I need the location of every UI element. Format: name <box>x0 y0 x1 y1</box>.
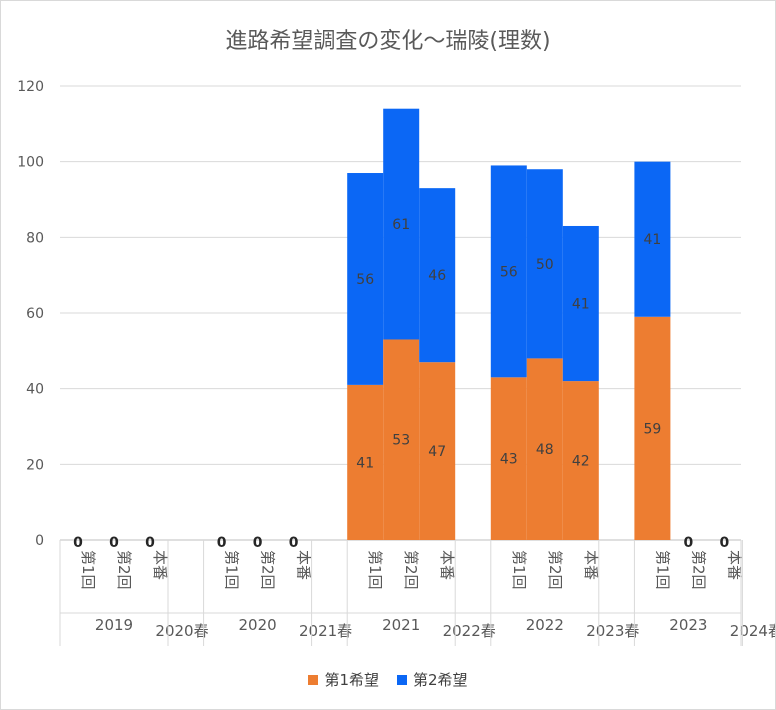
group-label-year: 2023 <box>669 616 707 634</box>
bar-series-1 <box>419 362 456 540</box>
group-label-year: 2022 <box>526 616 564 634</box>
zero-data-label: 0 <box>217 535 227 551</box>
zero-data-label: 0 <box>684 535 694 551</box>
data-label-series-1: 48 <box>536 442 554 458</box>
bar-series-2 <box>419 188 456 363</box>
bar-series-2 <box>347 173 384 385</box>
category-label: 第2回 <box>115 550 133 590</box>
data-label-series-2: 56 <box>500 264 518 280</box>
legend-label-series-1: 第1希望 <box>324 671 379 689</box>
y-tick-label: 0 <box>35 533 44 549</box>
bar-series-2 <box>634 161 671 317</box>
group-label-season: 2022春 <box>443 622 496 640</box>
category-label: 第1回 <box>79 550 97 590</box>
bar-series-1 <box>347 384 384 540</box>
zero-data-label: 0 <box>720 535 730 551</box>
bar-series-1 <box>526 358 563 540</box>
category-label: 第1回 <box>366 550 384 590</box>
bar-series-1 <box>383 339 420 540</box>
legend-item-series-1: 第1希望 <box>308 669 379 690</box>
data-label-series-1: 41 <box>356 455 374 471</box>
bar-series-2 <box>383 108 420 340</box>
y-tick-label: 40 <box>26 382 44 398</box>
group-label-season: 2023春 <box>586 622 639 640</box>
zero-data-label: 0 <box>73 535 83 551</box>
group-label-year: 2021 <box>382 616 420 634</box>
bar-series-2 <box>562 225 599 382</box>
y-tick-label: 80 <box>26 230 44 246</box>
legend-item-series-2: 第2希望 <box>397 669 468 690</box>
group-label-season: 2024春 <box>730 622 775 640</box>
zero-data-label: 0 <box>145 535 155 551</box>
legend-label-series-2: 第2希望 <box>413 671 468 689</box>
legend: 第1希望 第2希望 <box>1 669 775 690</box>
bar-series-1 <box>490 377 527 540</box>
y-tick-label: 120 <box>17 79 44 95</box>
y-tick-label: 100 <box>17 155 44 171</box>
legend-swatch-series-2 <box>397 674 407 685</box>
y-tick-label: 60 <box>26 306 44 322</box>
group-label-season: 2020春 <box>155 622 208 640</box>
legend-swatch-series-1 <box>308 674 319 685</box>
y-tick-label: 20 <box>26 457 44 473</box>
chart-title: 進路希望調査の変化～瑞陵(理数) <box>225 29 550 54</box>
bar-series-1 <box>562 381 599 540</box>
category-label: 第2回 <box>259 550 277 590</box>
data-label-series-1: 59 <box>643 421 661 437</box>
group-label-year: 2020 <box>239 616 277 634</box>
data-label-series-2: 50 <box>536 257 554 273</box>
data-label-series-2: 56 <box>356 272 374 288</box>
data-label-series-1: 43 <box>500 452 518 468</box>
group-label-year: 2019 <box>95 616 133 634</box>
data-label-series-1: 53 <box>392 433 410 449</box>
category-label: 本番 <box>295 550 313 580</box>
data-label-series-2: 61 <box>392 217 410 233</box>
bar-series-2 <box>490 165 527 378</box>
data-label-series-2: 46 <box>428 268 446 284</box>
category-label: 第1回 <box>510 550 528 590</box>
category-label: 第1回 <box>653 550 671 590</box>
zero-data-label: 0 <box>253 535 263 551</box>
category-label: 本番 <box>725 550 743 580</box>
zero-data-label: 0 <box>289 535 299 551</box>
category-label: 第2回 <box>689 550 707 590</box>
category-label: 本番 <box>582 550 600 580</box>
category-label: 本番 <box>438 550 456 580</box>
category-label: 第1回 <box>223 550 241 590</box>
category-label: 本番 <box>151 550 169 580</box>
data-label-series-2: 41 <box>572 297 590 313</box>
group-label-season: 2021春 <box>299 622 352 640</box>
zero-data-label: 0 <box>109 535 119 551</box>
data-label-series-1: 42 <box>572 454 590 470</box>
bar-series-1 <box>634 316 671 540</box>
data-label-series-1: 47 <box>428 444 446 460</box>
data-label-series-2: 41 <box>643 232 661 248</box>
bar-series-2 <box>526 169 563 359</box>
category-label: 第2回 <box>402 550 420 590</box>
category-label: 第2回 <box>546 550 564 590</box>
